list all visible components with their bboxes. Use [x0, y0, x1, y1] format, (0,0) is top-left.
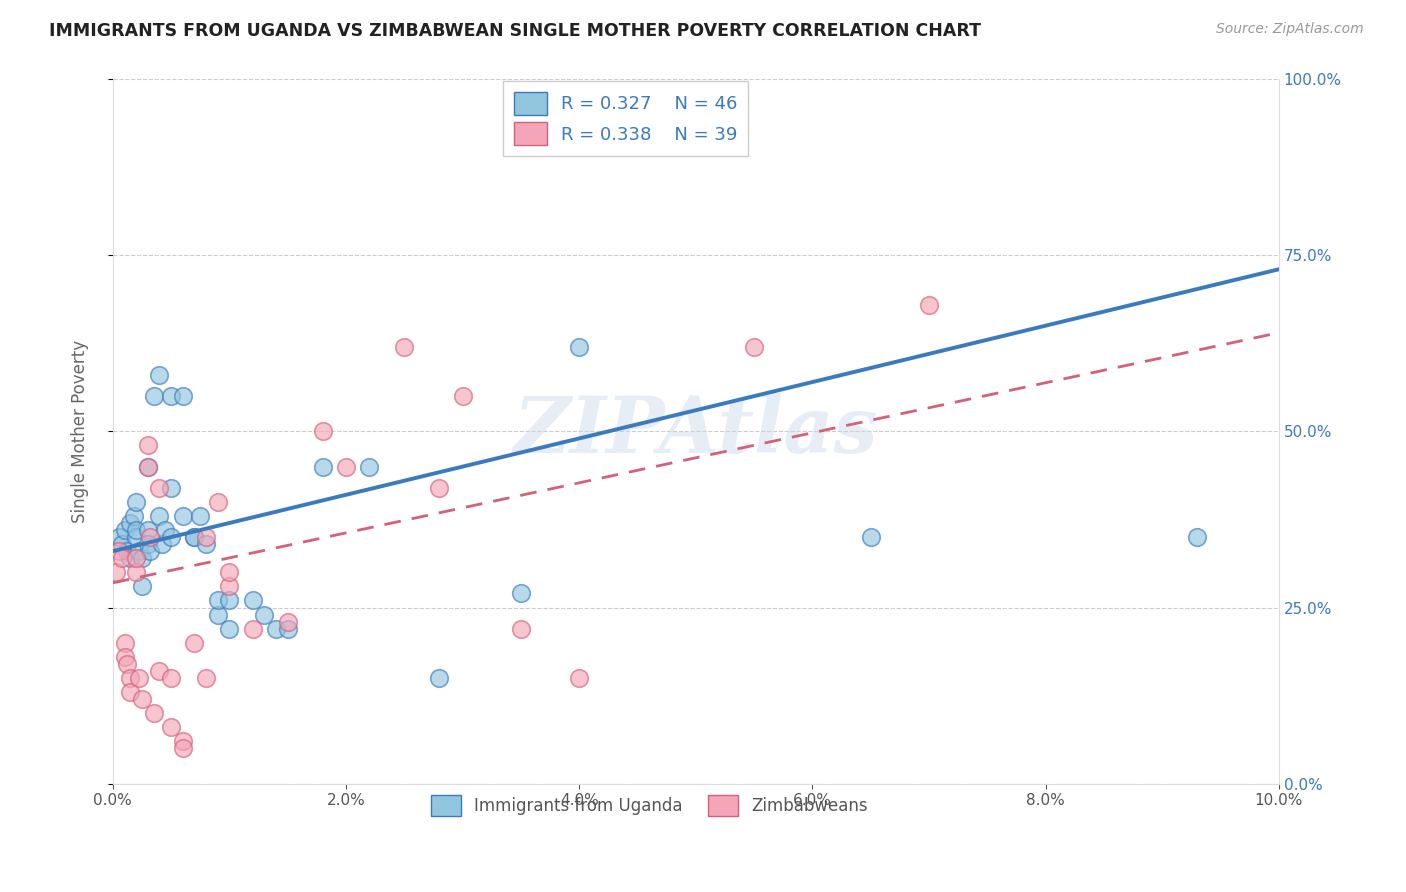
Point — [451, 389, 474, 403]
Point — [207, 593, 229, 607]
Point — [218, 622, 240, 636]
Point — [125, 566, 148, 580]
Point — [172, 389, 194, 403]
Point — [427, 481, 450, 495]
Point — [160, 530, 183, 544]
Point — [207, 607, 229, 622]
Point — [568, 671, 591, 685]
Point — [312, 425, 335, 439]
Point — [136, 523, 159, 537]
Point — [172, 741, 194, 756]
Point — [172, 734, 194, 748]
Point — [312, 459, 335, 474]
Point — [218, 579, 240, 593]
Point — [114, 649, 136, 664]
Point — [120, 551, 142, 566]
Point — [568, 340, 591, 354]
Point — [120, 685, 142, 699]
Point — [359, 459, 381, 474]
Point — [136, 459, 159, 474]
Point — [160, 389, 183, 403]
Point — [510, 586, 533, 600]
Point — [125, 551, 148, 566]
Point — [125, 523, 148, 537]
Point — [155, 523, 177, 537]
Point — [510, 622, 533, 636]
Point — [107, 544, 129, 558]
Point — [148, 481, 170, 495]
Text: IMMIGRANTS FROM UGANDA VS ZIMBABWEAN SINGLE MOTHER POVERTY CORRELATION CHART: IMMIGRANTS FROM UGANDA VS ZIMBABWEAN SIN… — [49, 22, 981, 40]
Point — [131, 692, 153, 706]
Point — [277, 615, 299, 629]
Point — [277, 622, 299, 636]
Point — [139, 530, 162, 544]
Point — [115, 657, 138, 671]
Point — [218, 566, 240, 580]
Point — [859, 530, 882, 544]
Point — [115, 544, 138, 558]
Point — [136, 438, 159, 452]
Point — [427, 671, 450, 685]
Point — [131, 551, 153, 566]
Y-axis label: Single Mother Poverty: Single Mother Poverty — [72, 340, 89, 523]
Point — [195, 537, 218, 551]
Point — [394, 340, 416, 354]
Point — [122, 508, 145, 523]
Point — [128, 671, 150, 685]
Point — [142, 706, 165, 721]
Point — [136, 459, 159, 474]
Point — [120, 671, 142, 685]
Point — [242, 593, 264, 607]
Point — [253, 607, 276, 622]
Point — [114, 636, 136, 650]
Point — [142, 389, 165, 403]
Point — [114, 523, 136, 537]
Point — [172, 508, 194, 523]
Point — [335, 459, 357, 474]
Point — [160, 720, 183, 734]
Point — [139, 544, 162, 558]
Point — [107, 530, 129, 544]
Point — [264, 622, 287, 636]
Point — [131, 579, 153, 593]
Point — [1187, 530, 1209, 544]
Point — [918, 297, 941, 311]
Point — [111, 537, 134, 551]
Point — [148, 368, 170, 382]
Point — [195, 530, 218, 544]
Point — [207, 495, 229, 509]
Point — [128, 544, 150, 558]
Point — [111, 551, 134, 566]
Point — [160, 481, 183, 495]
Point — [120, 516, 142, 530]
Point — [105, 566, 128, 580]
Point — [136, 537, 159, 551]
Point — [183, 636, 205, 650]
Text: ZIPAtlas: ZIPAtlas — [513, 393, 879, 469]
Point — [160, 671, 183, 685]
Point — [150, 537, 173, 551]
Legend: Immigrants from Uganda, Zimbabweans: Immigrants from Uganda, Zimbabweans — [423, 787, 876, 825]
Text: Source: ZipAtlas.com: Source: ZipAtlas.com — [1216, 22, 1364, 37]
Point — [125, 530, 148, 544]
Point — [242, 622, 264, 636]
Point — [183, 530, 205, 544]
Point — [188, 508, 211, 523]
Point — [148, 508, 170, 523]
Point — [195, 671, 218, 685]
Point — [183, 530, 205, 544]
Point — [742, 340, 765, 354]
Point — [125, 495, 148, 509]
Point — [218, 593, 240, 607]
Point — [148, 664, 170, 678]
